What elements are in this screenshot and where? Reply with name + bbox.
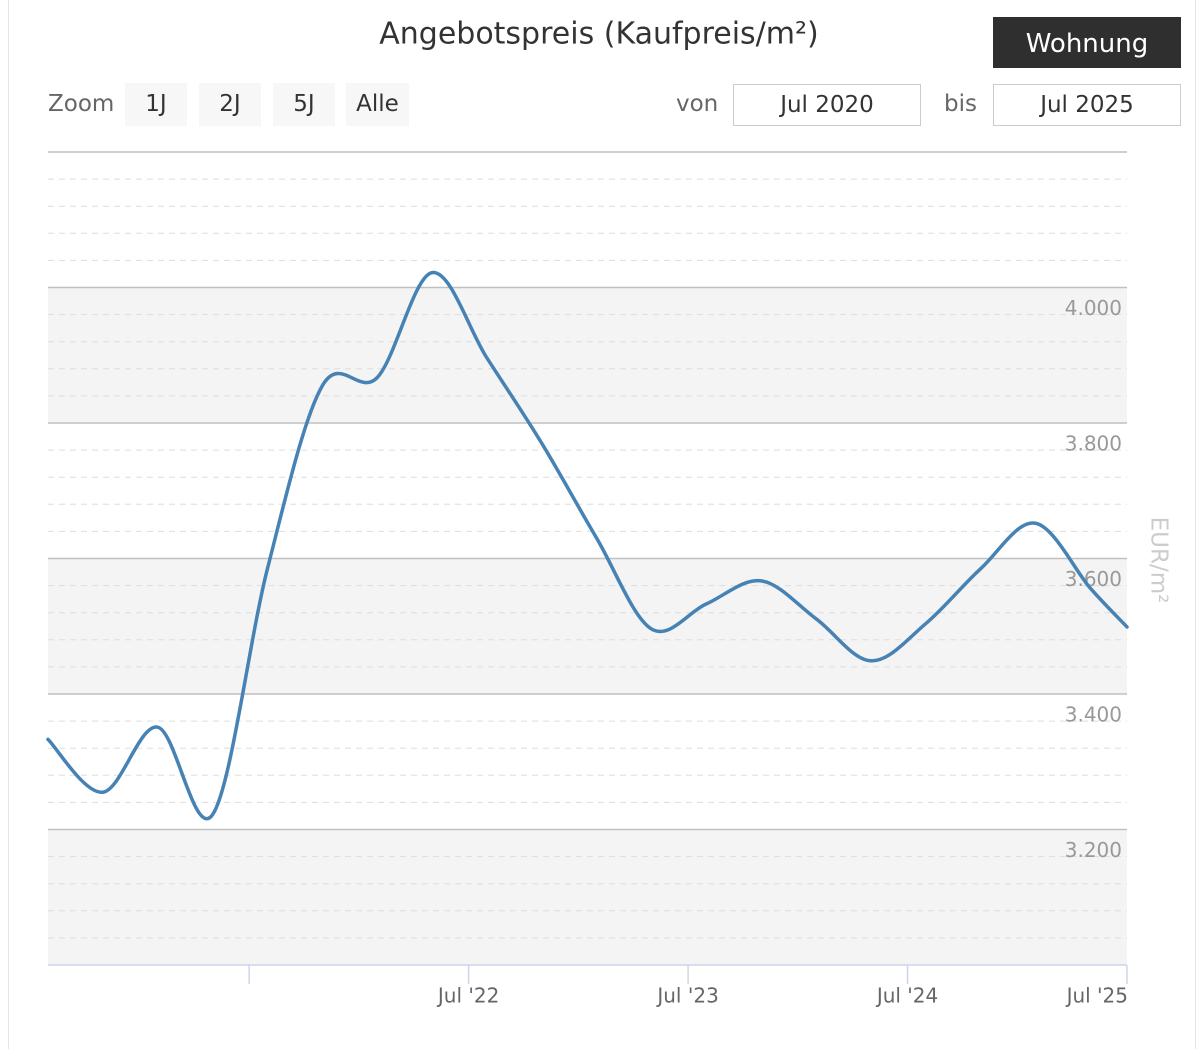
from-label: von — [676, 91, 719, 117]
x-tick-label: Jul '22 — [436, 984, 499, 1008]
frame — [8, 0, 1196, 1049]
x-tick-label: Jul '25 — [1065, 984, 1128, 1008]
zoom-button[interactable]: 1J — [125, 83, 187, 126]
to-input[interactable]: Jul 2025 — [993, 84, 1181, 126]
property-type-button[interactable]: Wohnung — [993, 17, 1181, 68]
to-label: bis — [944, 91, 977, 117]
zoom-label: Zoom — [48, 91, 115, 117]
y-tick-label: 3.600 — [1065, 567, 1122, 591]
from-input[interactable]: Jul 2020 — [733, 84, 921, 126]
y-tick-label: 3.200 — [1065, 838, 1122, 862]
zoom-button[interactable]: 5J — [273, 83, 335, 126]
zoom-button[interactable]: Alle — [346, 83, 409, 126]
plot-band — [48, 829, 1127, 965]
chart-title: Angebotspreis (Kaufpreis/m²) — [379, 17, 819, 52]
plot-band — [48, 558, 1127, 694]
y-tick-label: 4.000 — [1065, 296, 1122, 320]
y-axis-title: EUR/m² — [1146, 517, 1172, 604]
x-tick-label: Jul '23 — [655, 984, 718, 1008]
y-tick-label: 3.400 — [1065, 703, 1122, 727]
x-tick-label: Jul '24 — [875, 984, 938, 1008]
y-tick-label: 3.800 — [1065, 432, 1122, 456]
price-line — [46, 270, 1129, 821]
plot-band — [48, 287, 1127, 423]
zoom-button[interactable]: 2J — [199, 83, 261, 126]
